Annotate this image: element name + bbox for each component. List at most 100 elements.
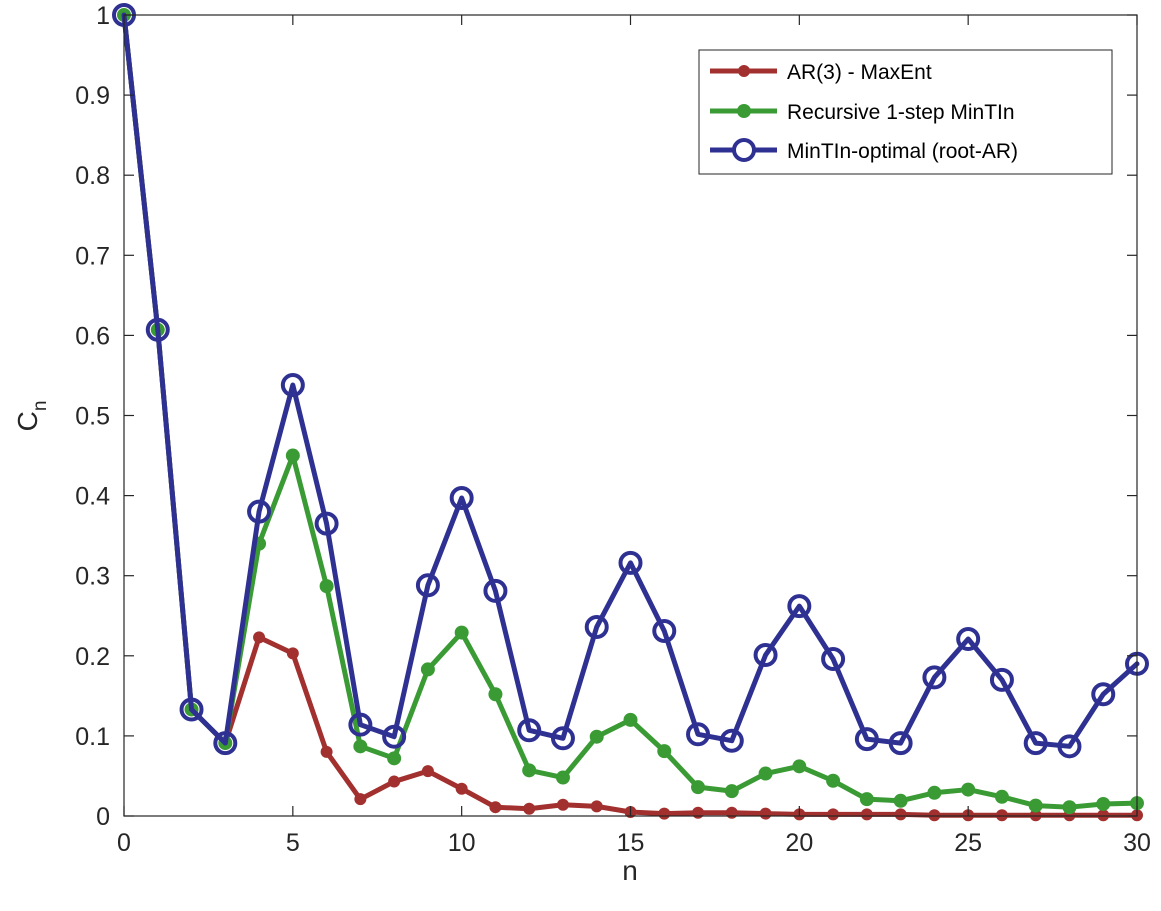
y-tick-label: 0.1 [75,723,110,751]
data-point-recursive-1-step-mintin [522,763,537,778]
y-tick-label: 0.2 [75,643,110,671]
y-tick-label: 0.5 [75,403,110,431]
y-tick-label: 0.9 [75,82,110,110]
legend-label-recursive-mintin: Recursive 1-step MinTIn [787,101,1015,124]
data-point-ar-3-maxent [995,809,1008,822]
x-tick-label: 10 [448,829,476,857]
data-point-recursive-1-step-mintin [826,773,841,788]
data-point-ar-3-maxent [354,793,367,806]
data-point-ar-3-maxent [253,631,266,644]
series-layer [112,3,1149,822]
data-point-recursive-1-step-mintin [454,625,469,640]
data-point-ar-3-maxent [860,808,873,821]
data-point-mintin-optimal-root-ar [213,731,238,756]
y-tick-label: 0.6 [75,322,110,350]
x-tick-label: 30 [1123,829,1151,857]
data-point-recursive-1-step-mintin [724,784,739,799]
data-point-mintin-optimal-root-ar [821,647,846,672]
x-tick-label: 15 [617,829,645,857]
data-point-ar-3-maxent [556,798,569,811]
data-point-ar-3-maxent [489,801,502,814]
data-point-recursive-1-step-mintin [319,579,334,594]
data-point-recursive-1-step-mintin [1062,800,1077,815]
data-point-ar-3-maxent [725,806,738,819]
data-point-mintin-optimal-root-ar [247,499,272,524]
series-line-mintin-optimal-root-ar [121,12,1140,749]
y-axis-title-subscript: n [30,401,51,412]
legend-marker-ar3-maxent [738,65,750,77]
series-recursive-1-step-mintin [117,8,1144,815]
tick-labels: 0 5 10 15 20 25 30 0 0.1 0.2 0.3 0.4 0.5 0.6 0.7 0.8 0.9… [75,2,1151,857]
data-point-ar-3-maxent [523,802,536,815]
data-point-recursive-1-step-mintin [691,780,706,795]
data-point-ar-3-maxent [894,808,907,821]
data-point-mintin-optimal-root-ar [956,626,981,651]
x-tick-label: 25 [954,829,982,857]
data-point-mintin-optimal-root-ar [382,724,407,749]
data-point-recursive-1-step-mintin [758,766,773,781]
data-point-recursive-1-step-mintin [285,448,300,463]
data-point-ar-3-maxent [759,807,772,820]
data-point-ar-3-maxent [658,807,671,820]
legend: AR(3) - MaxEnt Recursive 1-step MinTIn M… [698,49,1113,175]
data-point-mintin-optimal-root-ar [652,618,677,643]
y-axis-title-main: C [12,411,43,431]
data-point-mintin-optimal-root-ar [1023,731,1048,756]
data-point-recursive-1-step-mintin [589,729,604,744]
data-point-ar-3-maxent [928,809,941,822]
data-point-mintin-optimal-root-ar [1057,734,1082,759]
data-point-mintin-optimal-root-ar [753,642,778,667]
data-point-recursive-1-step-mintin [387,751,402,766]
data-point-recursive-1-step-mintin [1096,796,1111,811]
x-axis-title: n [622,855,638,886]
data-point-mintin-optimal-root-ar [550,726,575,751]
data-point-mintin-optimal-root-ar [145,317,170,342]
data-point-mintin-optimal-root-ar [922,665,947,690]
data-point-recursive-1-step-mintin [792,759,807,774]
data-point-mintin-optimal-root-ar [280,373,305,398]
data-point-ar-3-maxent [1029,809,1042,822]
y-tick-label: 0.8 [75,162,110,190]
data-point-mintin-optimal-root-ar [686,722,711,747]
data-point-recursive-1-step-mintin [623,712,638,727]
data-point-recursive-1-step-mintin [1028,798,1043,813]
legend-entry-recursive-mintin: Recursive 1-step MinTIn [710,101,1015,124]
data-point-ar-3-maxent [455,782,468,795]
data-point-mintin-optimal-root-ar [854,727,879,752]
data-point-mintin-optimal-root-ar [888,731,913,756]
data-point-recursive-1-step-mintin [353,739,368,754]
data-point-recursive-1-step-mintin [657,744,672,759]
data-point-recursive-1-step-mintin [488,687,503,702]
data-point-mintin-optimal-root-ar [483,578,508,603]
data-point-mintin-optimal-root-ar [618,550,643,575]
data-point-mintin-optimal-root-ar [179,697,204,722]
data-point-recursive-1-step-mintin [859,792,874,807]
y-tick-label: 0 [96,803,110,831]
data-point-mintin-optimal-root-ar [415,573,440,598]
legend-label-ar3-maxent: AR(3) - MaxEnt [787,61,932,84]
y-tick-label: 0.7 [75,242,110,270]
data-point-recursive-1-step-mintin [927,785,942,800]
data-point-ar-3-maxent [421,765,434,778]
data-point-ar-3-maxent [827,808,840,821]
svg-text:Cn: Cn [12,401,51,432]
data-point-ar-3-maxent [320,745,333,758]
data-point-mintin-optimal-root-ar [517,718,542,743]
data-point-recursive-1-step-mintin [994,789,1009,804]
axes [123,14,1138,817]
data-point-ar-3-maxent [1097,809,1110,822]
x-tick-label: 0 [117,829,131,857]
data-point-recursive-1-step-mintin [961,782,976,797]
legend-label-mintin-optimal: MinTIn-optimal (root-AR) [787,140,1018,163]
x-tick-label: 20 [785,829,813,857]
data-point-mintin-optimal-root-ar [989,667,1014,692]
legend-marker-mintin-optimal [732,138,756,162]
y-tick-label: 0.4 [75,483,110,511]
data-point-recursive-1-step-mintin [893,793,908,808]
data-point-recursive-1-step-mintin [420,662,435,677]
data-point-ar-3-maxent [692,806,705,819]
data-point-mintin-optimal-root-ar [348,712,373,737]
data-point-ar-3-maxent [590,800,603,813]
series-mintin-optimal-root-ar [112,3,1149,759]
